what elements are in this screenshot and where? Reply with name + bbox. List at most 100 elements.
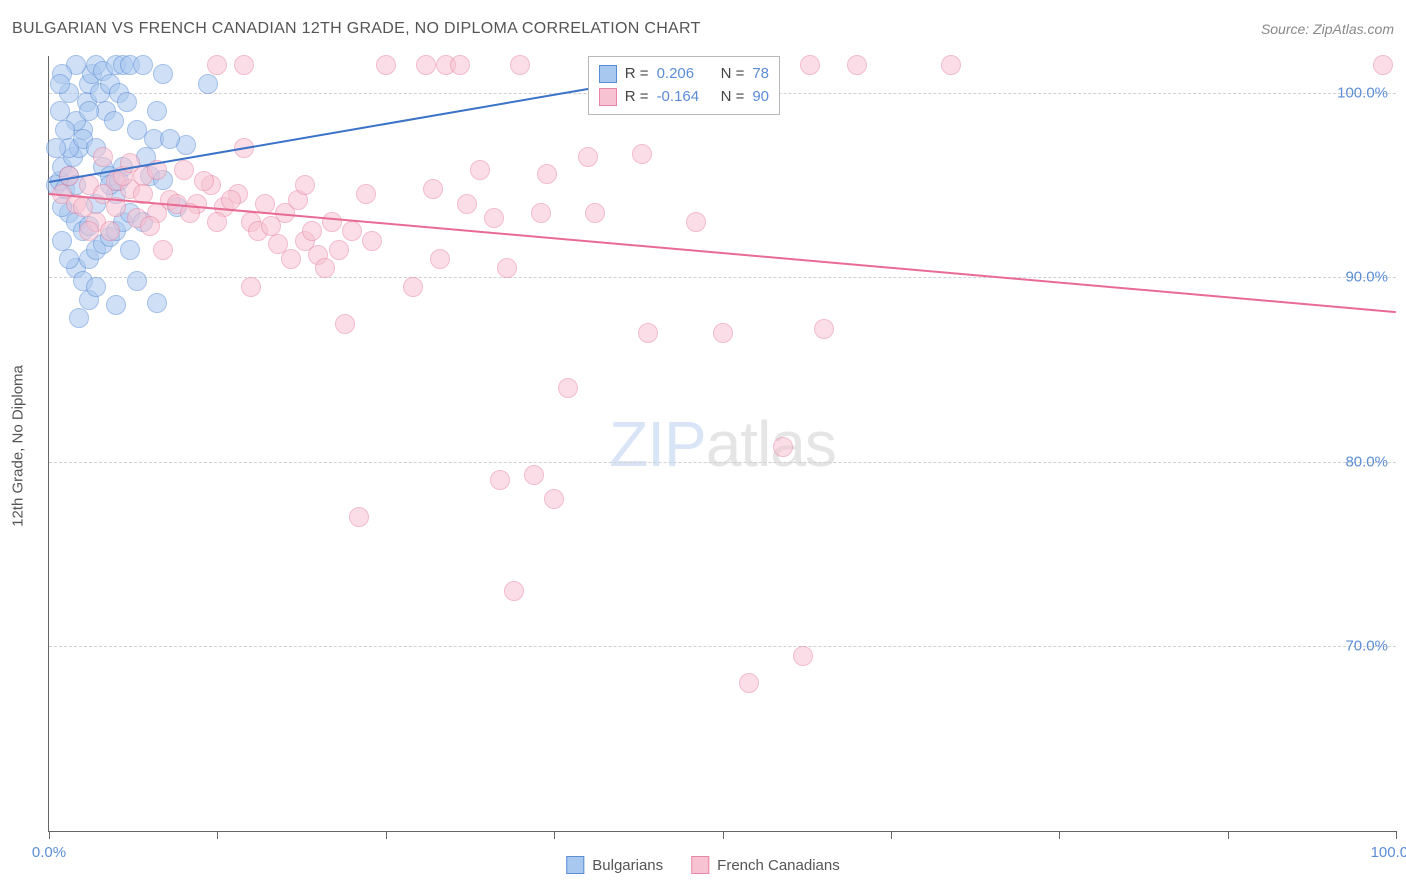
data-point (638, 323, 658, 343)
x-tick (49, 831, 50, 839)
legend-label: French Canadians (717, 857, 840, 874)
data-point (55, 120, 75, 140)
data-point (153, 240, 173, 260)
data-point (342, 221, 362, 241)
data-point (106, 295, 126, 315)
legend: Bulgarians French Canadians (566, 856, 839, 874)
gridline (49, 462, 1396, 463)
data-point (632, 144, 652, 164)
plot-area: ZIPatlas 70.0%80.0%90.0%100.0%0.0%100.0%… (48, 56, 1396, 832)
data-point (484, 208, 504, 228)
gridline (49, 646, 1396, 647)
data-point (46, 138, 66, 158)
x-tick (891, 831, 892, 839)
stat-value-r: -0.164 (657, 86, 713, 109)
y-tick-label: 100.0% (1337, 84, 1388, 101)
data-point (335, 314, 355, 334)
data-point (416, 55, 436, 75)
data-point (403, 277, 423, 297)
data-point (153, 64, 173, 84)
data-point (356, 184, 376, 204)
y-axis-title: 12th Grade, No Diploma (10, 365, 27, 527)
data-point (127, 271, 147, 291)
data-point (52, 231, 72, 251)
stats-box: R =0.206N =78R =-0.164N =90 (588, 56, 780, 115)
data-point (79, 101, 99, 121)
data-point (93, 147, 113, 167)
data-point (322, 212, 342, 232)
stat-value-n: 90 (752, 86, 769, 109)
data-point (69, 308, 89, 328)
chart-header: BULGARIAN VS FRENCH CANADIAN 12TH GRADE,… (12, 20, 1394, 38)
data-point (207, 55, 227, 75)
x-tick (1059, 831, 1060, 839)
data-point (800, 55, 820, 75)
stat-label-n: N = (721, 63, 745, 86)
data-point (814, 319, 834, 339)
data-point (100, 221, 120, 241)
legend-item: Bulgarians (566, 856, 663, 874)
legend-item: French Canadians (691, 856, 840, 874)
y-tick-label: 90.0% (1345, 269, 1388, 286)
data-point (104, 111, 124, 131)
data-point (430, 249, 450, 269)
x-axis-label-left: 0.0% (32, 844, 66, 861)
data-point (207, 212, 227, 232)
data-point (198, 74, 218, 94)
data-point (295, 175, 315, 195)
swatch-icon (691, 856, 709, 874)
data-point (117, 92, 137, 112)
data-point (686, 212, 706, 232)
data-point (450, 55, 470, 75)
watermark-part2: atlas (706, 408, 836, 480)
data-point (531, 203, 551, 223)
data-point (362, 231, 382, 251)
stat-label-n: N = (721, 86, 745, 109)
data-point (302, 221, 322, 241)
data-point (739, 673, 759, 693)
data-point (147, 101, 167, 121)
chart-title: BULGARIAN VS FRENCH CANADIAN 12TH GRADE,… (12, 20, 701, 38)
legend-label: Bulgarians (592, 857, 663, 874)
data-point (133, 55, 153, 75)
data-point (281, 249, 301, 269)
x-tick (723, 831, 724, 839)
data-point (773, 437, 793, 457)
swatch-icon (599, 65, 617, 83)
data-point (585, 203, 605, 223)
data-point (86, 277, 106, 297)
data-point (50, 74, 70, 94)
watermark: ZIPatlas (609, 407, 836, 481)
data-point (349, 507, 369, 527)
swatch-icon (599, 88, 617, 106)
data-point (79, 221, 99, 241)
data-point (1373, 55, 1393, 75)
data-point (457, 194, 477, 214)
data-point (497, 258, 517, 278)
data-point (544, 489, 564, 509)
data-point (329, 240, 349, 260)
data-point (73, 197, 93, 217)
data-point (147, 293, 167, 313)
data-point (558, 378, 578, 398)
data-point (423, 179, 443, 199)
data-point (59, 249, 79, 269)
y-tick-label: 70.0% (1345, 638, 1388, 655)
watermark-part1: ZIP (609, 408, 706, 480)
y-tick-label: 80.0% (1345, 453, 1388, 470)
data-point (140, 216, 160, 236)
data-point (470, 160, 490, 180)
data-point (713, 323, 733, 343)
stat-label-r: R = (625, 63, 649, 86)
x-tick (1228, 831, 1229, 839)
stat-label-r: R = (625, 86, 649, 109)
data-point (376, 55, 396, 75)
x-tick (217, 831, 218, 839)
stats-row: R =0.206N =78 (599, 63, 769, 86)
swatch-icon (566, 856, 584, 874)
data-point (504, 581, 524, 601)
data-point (194, 171, 214, 191)
data-point (847, 55, 867, 75)
stat-value-r: 0.206 (657, 63, 713, 86)
data-point (174, 160, 194, 180)
